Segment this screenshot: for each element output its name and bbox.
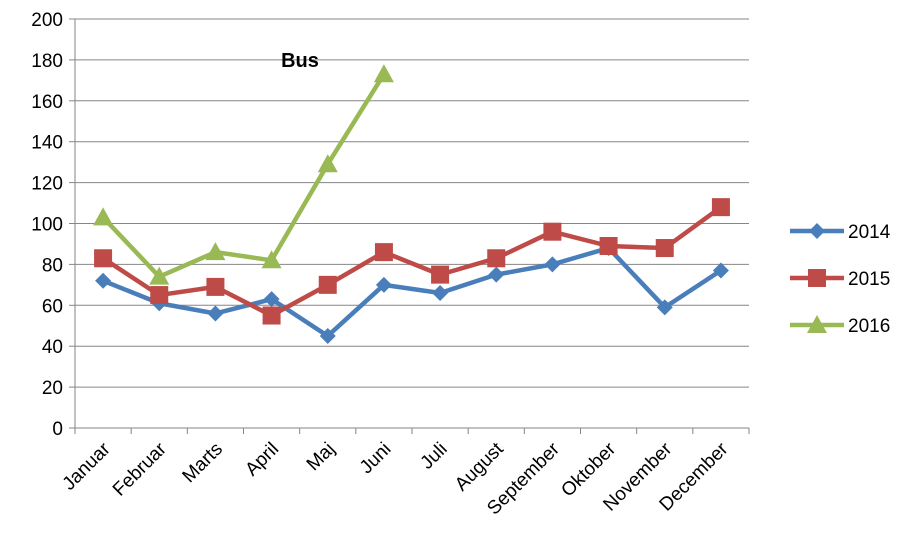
series-line: [100, 71, 387, 279]
y-tick-label: 180: [31, 51, 63, 72]
data-point: [149, 266, 170, 285]
x-tick-label: Maj: [303, 439, 340, 476]
y-tick-label: 0: [52, 419, 63, 440]
x-tick-label: Februar: [109, 438, 171, 500]
data-point: [206, 277, 225, 296]
series-2014: [95, 240, 729, 344]
data-point: [93, 207, 114, 226]
legend-label: 2015: [848, 269, 890, 290]
data-point: [656, 299, 673, 316]
data-point: [655, 239, 674, 258]
legend-item: 2014: [790, 222, 891, 243]
data-point: [205, 242, 226, 261]
y-tick-label: 200: [31, 10, 63, 31]
y-tick-label: 20: [42, 378, 63, 399]
data-point: [543, 222, 562, 241]
data-point: [317, 154, 338, 173]
x-tick-label: April: [241, 439, 283, 481]
x-tick-label: Januar: [59, 438, 115, 494]
y-tick-label: 120: [31, 174, 63, 195]
legend-label: 2014: [848, 222, 891, 243]
data-point: [374, 243, 393, 262]
series-2016: [93, 64, 394, 285]
data-point: [95, 272, 112, 289]
x-tick-label: Juni: [356, 439, 395, 478]
data-point: [544, 256, 561, 273]
data-point: [488, 266, 505, 283]
data-point: [94, 249, 113, 268]
data-point: [431, 265, 450, 284]
data-point: [373, 64, 394, 83]
data-point: [712, 262, 729, 279]
data-point: [263, 291, 280, 308]
y-tick-label: 80: [42, 255, 63, 276]
series-group: [93, 64, 730, 344]
data-point: [432, 285, 449, 302]
data-point: [261, 250, 282, 269]
series-2015: [94, 198, 730, 325]
data-point: [319, 327, 336, 344]
y-tick-label: 60: [42, 296, 63, 317]
legend-marker: [809, 223, 825, 239]
y-tick-label: 40: [42, 337, 63, 358]
series-line: [100, 245, 724, 339]
data-point: [487, 249, 506, 268]
legend-label: 2016: [848, 316, 890, 337]
x-tick-label: Marts: [179, 439, 227, 487]
y-tick-label: 160: [31, 92, 63, 113]
data-point: [262, 306, 281, 325]
legend-item: 2015: [790, 269, 890, 290]
legend-item: 2016: [790, 315, 890, 337]
data-point: [711, 198, 730, 217]
y-tick-label: 140: [31, 133, 63, 154]
data-point: [207, 305, 224, 322]
data-point: [599, 236, 618, 255]
gridlines: [75, 18, 749, 388]
y-axis-ticks: 0 20 40 60 80 100 120 140 160 180 200: [31, 10, 75, 440]
series-line: [100, 204, 724, 318]
data-point: [318, 275, 337, 294]
legend-marker: [807, 315, 827, 333]
chart-title: Bus: [281, 50, 319, 72]
y-tick-label: 100: [31, 215, 63, 236]
legend-marker: [808, 269, 826, 287]
x-tick-label: Juli: [417, 439, 452, 474]
legend: 2014 2015 2016: [790, 222, 891, 337]
data-point: [375, 276, 392, 293]
data-point: [150, 286, 169, 305]
